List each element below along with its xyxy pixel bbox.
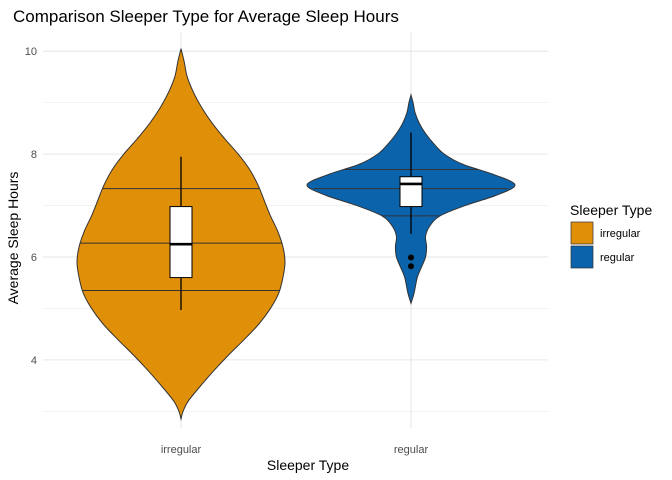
y-tick-label: 10 [25,46,37,58]
legend-label-regular: regular [600,252,635,264]
legend: Sleeper Type irregular regular [570,202,652,269]
violins [76,48,516,421]
chart-title: Comparison Sleeper Type for Average Slee… [13,7,399,26]
legend-swatch-irregular [570,221,594,245]
x-tick-label: regular [394,444,429,456]
y-axis-title: Average Sleep Hours [5,172,21,305]
legend-title: Sleeper Type [570,202,652,218]
outlier-point [408,254,414,261]
y-tick-label: 4 [31,355,37,367]
x-tick-label: irregular [161,444,202,456]
legend-label-irregular: irregular [600,228,641,240]
legend-swatch-regular [570,245,594,269]
axes: 4 6 8 10 irregular regular [25,46,429,456]
y-tick-label: 6 [31,252,37,264]
box-regular [399,176,423,208]
y-tick-label: 8 [31,149,37,161]
x-axis-title: Sleeper Type [267,457,349,473]
outlier-point [408,263,414,270]
box-irregular [169,206,193,279]
